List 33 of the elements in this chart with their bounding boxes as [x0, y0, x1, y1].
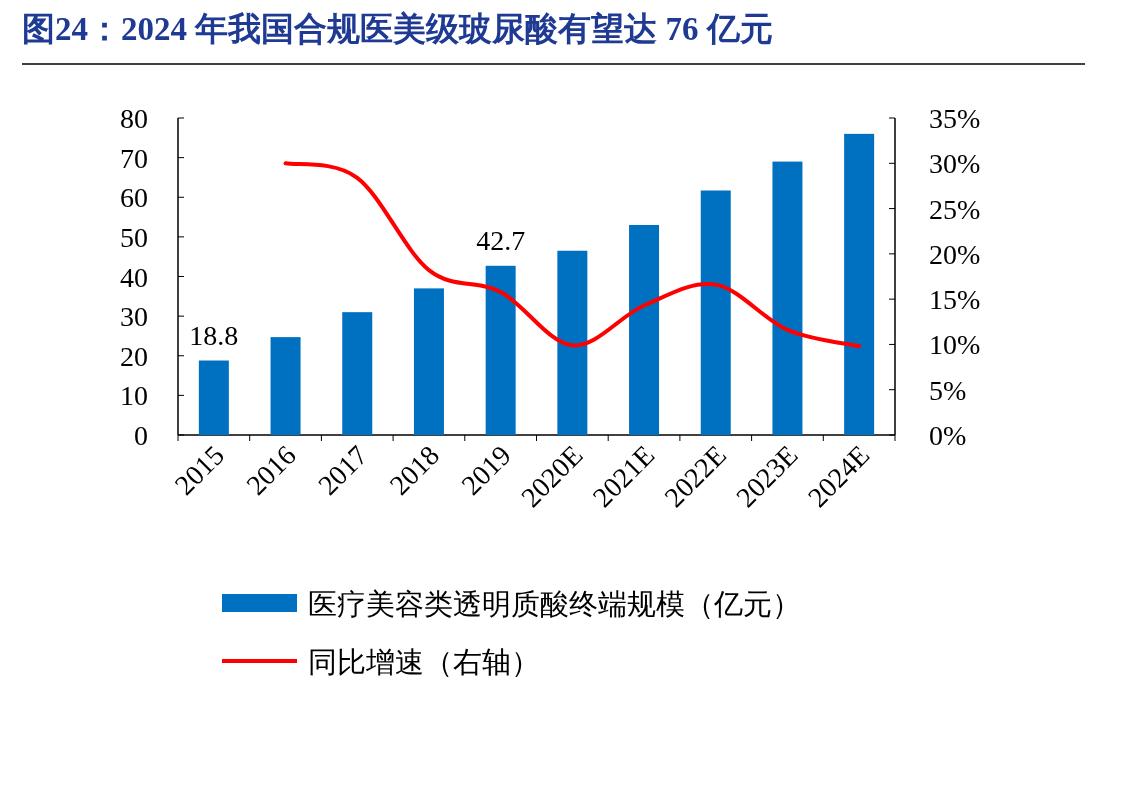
chart-title: 图24：2024 年我国合规医美级玻尿酸有望达 76 亿元 — [22, 11, 773, 47]
y-tick-label: 0 — [134, 420, 148, 451]
bar — [629, 224, 660, 435]
y2-tick-label: 20% — [929, 238, 981, 270]
data-label: 18.8 — [189, 319, 239, 351]
bar — [198, 360, 229, 435]
bar — [700, 190, 731, 435]
y-tick-label: 20 — [120, 340, 148, 372]
legend-label: 同比增速（右轴） — [308, 646, 540, 678]
line-series — [283, 161, 862, 349]
bar — [557, 250, 588, 435]
y2-tick-label: 25% — [929, 193, 981, 225]
y-tick-label: 30 — [120, 301, 148, 333]
bar — [844, 133, 875, 435]
y2-tick-label: 30% — [929, 148, 981, 180]
y-tick-label: 80 — [120, 103, 148, 134]
bar — [342, 312, 373, 435]
y-tick-label: 60 — [120, 182, 148, 214]
legend-label: 医疗美容类透明质酸终端规模（亿元） — [308, 588, 801, 620]
y2-tick-label: 15% — [929, 284, 981, 316]
y2-tick-label: 10% — [929, 329, 981, 361]
bar — [413, 288, 444, 435]
y-tick-label: 70 — [120, 142, 148, 174]
y2-tick-label: 0% — [929, 420, 967, 451]
data-label: 42.7 — [476, 224, 526, 256]
y-tick-label: 10 — [120, 380, 148, 412]
bar — [485, 265, 516, 435]
bar — [270, 337, 301, 435]
y2-tick-label: 35% — [929, 103, 981, 134]
y-tick-label: 50 — [120, 221, 148, 253]
y-tick-label: 40 — [120, 261, 148, 293]
y2-tick-label: 5% — [929, 374, 967, 406]
bar — [772, 161, 803, 435]
